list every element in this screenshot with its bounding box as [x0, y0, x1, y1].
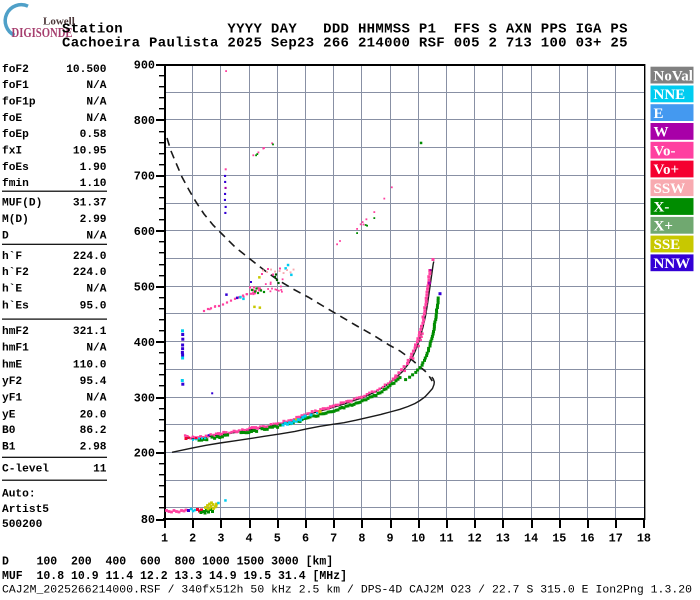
svg-text:CAJ2M_2025266214000.RSF / 340f: CAJ2M_2025266214000.RSF / 340fx512h 50 k…: [2, 584, 692, 596]
svg-text:6: 6: [302, 532, 309, 546]
svg-text:8: 8: [358, 532, 365, 546]
svg-text:yF1: yF1: [2, 393, 22, 405]
svg-text:h`E: h`E: [2, 284, 22, 296]
svg-text:11: 11: [439, 532, 453, 546]
svg-text:Auto:: Auto:: [2, 489, 36, 501]
svg-text:N/A: N/A: [86, 80, 106, 92]
svg-text:yE: yE: [2, 409, 16, 421]
svg-text:DIGISONDE: DIGISONDE: [12, 25, 73, 40]
svg-text:C-level: C-level: [2, 464, 49, 476]
svg-text:NNW: NNW: [654, 256, 691, 272]
svg-text:900: 900: [134, 59, 155, 73]
svg-text:13: 13: [496, 532, 510, 546]
svg-text:7: 7: [330, 532, 337, 546]
svg-text:foEp: foEp: [2, 129, 29, 141]
svg-text:95.4: 95.4: [80, 376, 107, 388]
svg-text:SSW: SSW: [654, 181, 686, 197]
svg-text:SSE: SSE: [654, 237, 681, 253]
svg-text:hmF2: hmF2: [2, 326, 29, 338]
svg-text:95.0: 95.0: [80, 300, 107, 312]
svg-text:5: 5: [274, 532, 281, 546]
svg-text:X+: X+: [654, 219, 673, 235]
svg-text:yF2: yF2: [2, 376, 22, 388]
svg-text:18: 18: [637, 532, 651, 546]
svg-text:Station YYYY DAY: Station YYYY DAY DDD HHMMSS P1 FFS S AXN…: [62, 22, 628, 38]
svg-text:200: 200: [134, 447, 155, 461]
svg-text:Vo-: Vo-: [654, 143, 676, 159]
svg-text:10: 10: [411, 532, 425, 546]
svg-text:500: 500: [134, 280, 155, 294]
svg-text:hmE: hmE: [2, 359, 22, 371]
svg-text:12: 12: [468, 532, 482, 546]
svg-text:N/A: N/A: [86, 393, 106, 405]
svg-text:N/A: N/A: [86, 343, 106, 355]
svg-text:600: 600: [134, 225, 155, 239]
svg-text:N/A: N/A: [86, 230, 106, 242]
svg-text:224.0: 224.0: [73, 267, 107, 279]
svg-text:Vo+: Vo+: [654, 162, 680, 178]
svg-text:11: 11: [93, 464, 107, 476]
svg-text:X-: X-: [654, 200, 670, 216]
svg-text:10.95: 10.95: [73, 145, 107, 157]
svg-text:3: 3: [217, 532, 224, 546]
svg-text:Lowell: Lowell: [43, 16, 75, 28]
svg-text:h`F2: h`F2: [2, 267, 29, 279]
svg-text:B1: B1: [2, 442, 16, 454]
svg-text:hmF1: hmF1: [2, 343, 29, 355]
svg-text:W: W: [654, 125, 669, 141]
svg-text:4: 4: [246, 532, 253, 546]
svg-text:fmin: fmin: [2, 178, 29, 190]
svg-text:D: D: [2, 230, 9, 242]
svg-text:NNE: NNE: [654, 87, 686, 103]
svg-text:Cachoeira Paulista 2025 Sep23: Cachoeira Paulista 2025 Sep23 266 214000…: [62, 36, 628, 52]
svg-text:foE: foE: [2, 113, 22, 125]
svg-text:31.37: 31.37: [73, 198, 107, 210]
svg-text:Artist5: Artist5: [2, 504, 49, 516]
svg-text:foF1p: foF1p: [2, 96, 36, 108]
svg-text:foF2: foF2: [2, 64, 29, 76]
svg-text:N/A: N/A: [86, 113, 106, 125]
svg-text:800: 800: [134, 114, 155, 128]
svg-text:400: 400: [134, 336, 155, 350]
svg-text:foEs: foEs: [2, 162, 29, 174]
svg-text:M(D): M(D): [2, 214, 29, 226]
svg-text:224.0: 224.0: [73, 251, 107, 263]
svg-text:N/A: N/A: [86, 284, 106, 296]
svg-text:foF1: foF1: [2, 80, 29, 92]
svg-text:2: 2: [189, 532, 196, 546]
svg-text:17: 17: [609, 532, 623, 546]
svg-text:0.58: 0.58: [80, 129, 107, 141]
svg-text:20.0: 20.0: [80, 409, 107, 421]
svg-text:MUF(D): MUF(D): [2, 198, 42, 210]
svg-text:16: 16: [580, 532, 594, 546]
svg-text:MUF 10.8 10.9 11.4 12.2 13.3: MUF 10.8 10.9 11.4 12.2 13.3 14.9 19.5 3…: [2, 570, 347, 583]
svg-text:D 100 200 400 600 800 1: D 100 200 400 600 800 1000 1500 3000 [km…: [2, 556, 333, 569]
svg-text:h`F: h`F: [2, 251, 22, 263]
svg-text:1.90: 1.90: [80, 162, 107, 174]
svg-text:h`Es: h`Es: [2, 300, 29, 312]
svg-text:NoVal: NoVal: [654, 68, 693, 84]
svg-text:10.500: 10.500: [66, 64, 107, 76]
svg-text:14: 14: [524, 532, 538, 546]
svg-text:500200: 500200: [2, 519, 43, 531]
svg-text:300: 300: [134, 391, 155, 405]
svg-text:15: 15: [552, 532, 566, 546]
svg-text:80: 80: [141, 513, 155, 527]
svg-text:2.98: 2.98: [80, 442, 107, 454]
svg-text:700: 700: [134, 170, 155, 184]
svg-text:E: E: [654, 106, 664, 122]
svg-text:fxI: fxI: [2, 145, 22, 157]
svg-text:321.1: 321.1: [73, 326, 107, 338]
svg-text:N/A: N/A: [86, 96, 106, 108]
svg-text:B0: B0: [2, 425, 16, 437]
svg-text:1: 1: [161, 532, 168, 546]
svg-text:2.99: 2.99: [80, 214, 107, 226]
svg-text:86.2: 86.2: [80, 425, 107, 437]
svg-text:110.0: 110.0: [73, 359, 107, 371]
svg-text:9: 9: [387, 532, 394, 546]
svg-text:1.10: 1.10: [80, 178, 107, 190]
